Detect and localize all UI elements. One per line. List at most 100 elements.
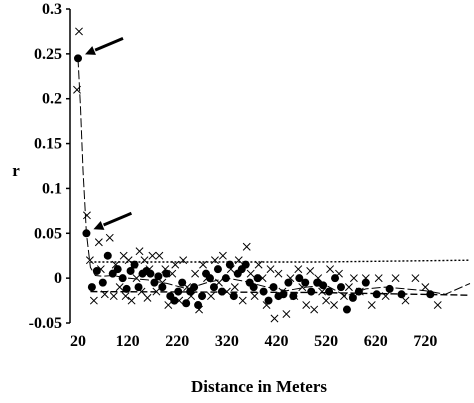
circle-marker-point [289, 292, 298, 301]
x-marker-point [238, 296, 247, 305]
circle-marker-point [385, 284, 394, 293]
circle-marker-point [182, 299, 191, 308]
y-tick-label: 0.05 [34, 225, 62, 242]
x-marker-point [401, 296, 410, 305]
circle-marker-point [217, 287, 226, 296]
x-tick-label: 120 [116, 333, 140, 350]
x-marker-point [344, 283, 353, 292]
circle-marker-point [295, 274, 304, 283]
circle-marker-point [284, 278, 293, 287]
circle-marker-point [301, 278, 310, 287]
x-marker-point [179, 256, 188, 265]
circle-marker-point [264, 296, 273, 305]
x-marker-point [302, 301, 311, 310]
x-tick-label: 220 [165, 333, 189, 350]
x-marker-point [135, 247, 144, 256]
arrow-head [93, 221, 105, 230]
x-marker-point [349, 274, 358, 283]
circle-marker-point [190, 283, 199, 292]
x-marker-point [340, 292, 348, 301]
x-marker-point [310, 305, 319, 314]
x-marker-point [433, 301, 442, 310]
circle-marker-point [130, 260, 139, 269]
x-marker-point [270, 314, 279, 323]
x-marker-point [318, 287, 327, 296]
circle-marker-point [170, 296, 179, 305]
circle-marker-series [74, 54, 435, 314]
circle-marker-point [87, 283, 96, 292]
x-marker-point [326, 265, 335, 274]
circle-marker-point [253, 274, 262, 283]
upper-reference-line [90, 259, 471, 263]
x-marker-point [105, 233, 114, 242]
x-marker-point [306, 267, 315, 275]
circle-marker-point [134, 283, 143, 292]
x-marker-point [218, 251, 227, 260]
circle-marker-point [354, 287, 363, 296]
y-axis-ticks: 0.3 0.25 0.2 0.15 0.1 0.05 0 -0.05 [29, 1, 70, 332]
x-marker-point [374, 274, 383, 283]
x-marker-point [381, 292, 390, 301]
reference-lines [90, 259, 471, 296]
x-marker-point [367, 301, 376, 310]
x-marker-point [391, 274, 400, 283]
x-marker-point [330, 301, 338, 310]
x-marker-point [85, 256, 94, 265]
y-tick-label: 0.25 [34, 46, 62, 63]
circle-marker-point [118, 274, 127, 283]
y-tick-label: 0.3 [42, 1, 62, 18]
circle-marker-point [146, 269, 155, 278]
y-tick-label: 0.2 [42, 91, 62, 108]
circle-marker-point [426, 290, 435, 299]
x-marker-point [164, 301, 173, 310]
circle-marker-point [150, 278, 159, 287]
circle-marker-point [307, 287, 316, 296]
x-tick-label: 320 [215, 333, 239, 350]
x-marker-point [109, 292, 118, 301]
circle-marker-point [178, 278, 187, 287]
circle-marker-point [348, 293, 357, 302]
x-marker-point [191, 269, 200, 278]
y-tick-label: 0.1 [42, 180, 62, 197]
x-tick-label: 420 [264, 333, 288, 350]
x-marker-point [94, 238, 103, 247]
circle-marker-point [113, 265, 122, 274]
circle-marker-point [249, 283, 258, 292]
x-marker-point [210, 256, 219, 265]
x-tick-label: 20 [70, 333, 86, 350]
arrow-annotations [85, 36, 133, 230]
x-marker-point [274, 269, 283, 278]
circle-marker-point [336, 283, 345, 292]
circle-marker-point [397, 290, 406, 299]
circle-marker-point [209, 283, 218, 292]
circle-marker-point [126, 266, 135, 275]
circle-marker-point [122, 284, 131, 293]
circle-marker-point [103, 251, 112, 260]
x-marker-point [234, 256, 243, 265]
x-marker-point [155, 251, 164, 260]
x-marker-point [73, 85, 81, 94]
circle-marker-point [174, 287, 183, 296]
x-marker-point [127, 296, 136, 305]
circle-marker-point [279, 290, 288, 299]
x-marker-point [168, 269, 177, 278]
circle-marker-point [331, 274, 340, 283]
circle-marker-point [269, 283, 278, 292]
lower-reference-line [90, 290, 471, 296]
x-tick-label: 720 [413, 333, 437, 350]
x-marker-point [140, 256, 149, 265]
circle-marker-point [194, 301, 203, 310]
circle-marker-point [325, 287, 334, 296]
circle-marker-point [342, 305, 351, 314]
circle-marker-point [205, 274, 214, 283]
arrow-shaft [94, 36, 124, 52]
arrow-shaft [102, 211, 133, 227]
x-marker-point [322, 296, 331, 305]
y-tick-label: 0.15 [34, 136, 62, 153]
circle-marker-point [225, 260, 234, 269]
x-marker-point [121, 292, 130, 301]
circle-marker-point [162, 269, 171, 278]
circle-marker-point [74, 54, 82, 63]
x-marker-point [250, 292, 259, 301]
x-marker-point [143, 293, 152, 302]
